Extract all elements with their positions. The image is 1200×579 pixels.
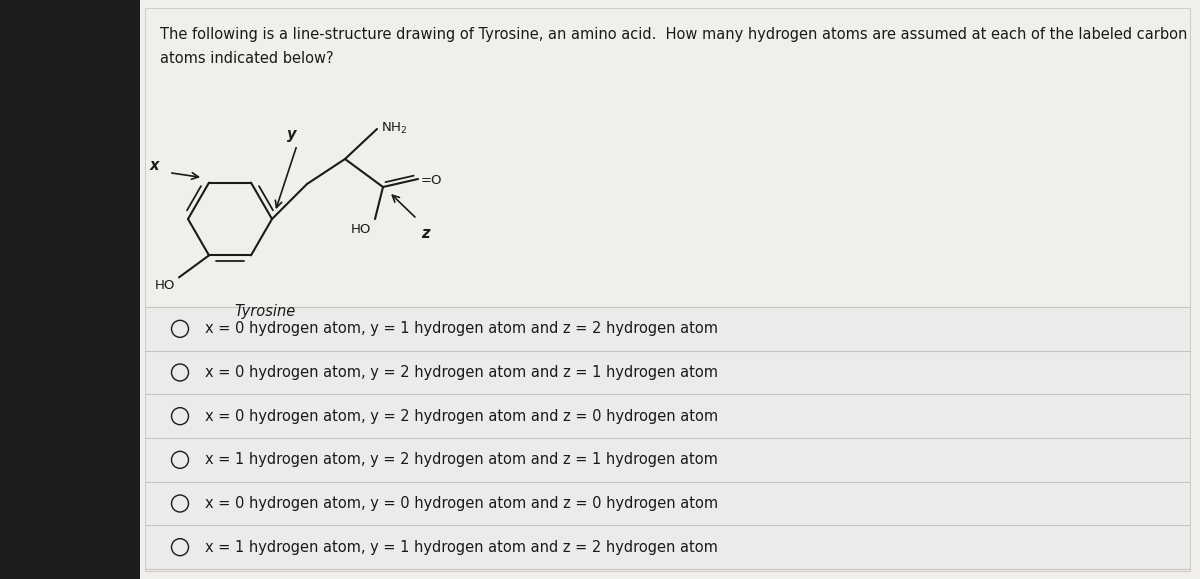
Text: The following is a line-structure drawing of Tyrosine, an amino acid.  How many : The following is a line-structure drawin… [160, 27, 1187, 42]
Text: x = 1 hydrogen atom, y = 2 hydrogen atom and z = 1 hydrogen atom: x = 1 hydrogen atom, y = 2 hydrogen atom… [205, 452, 718, 467]
Text: HO: HO [155, 280, 175, 292]
Bar [0, 0, 140, 579]
Bar [145, 8, 1190, 571]
Text: y: y [287, 126, 296, 141]
Text: x: x [149, 158, 158, 173]
Text: x = 1 hydrogen atom, y = 1 hydrogen atom and z = 2 hydrogen atom: x = 1 hydrogen atom, y = 1 hydrogen atom… [205, 540, 718, 555]
Text: x = 0 hydrogen atom, y = 1 hydrogen atom and z = 2 hydrogen atom: x = 0 hydrogen atom, y = 1 hydrogen atom… [205, 321, 718, 336]
Text: HO: HO [350, 223, 371, 236]
Text: x = 0 hydrogen atom, y = 0 hydrogen atom and z = 0 hydrogen atom: x = 0 hydrogen atom, y = 0 hydrogen atom… [205, 496, 718, 511]
Bar [145, 307, 1190, 569]
Text: atoms indicated below?: atoms indicated below? [160, 51, 334, 66]
Text: x = 0 hydrogen atom, y = 2 hydrogen atom and z = 1 hydrogen atom: x = 0 hydrogen atom, y = 2 hydrogen atom… [205, 365, 718, 380]
Bar [140, 0, 1200, 579]
Text: Tyrosine: Tyrosine [234, 304, 295, 319]
Text: =O: =O [421, 174, 443, 186]
Text: NH$_2$: NH$_2$ [380, 120, 408, 135]
Text: x = 0 hydrogen atom, y = 2 hydrogen atom and z = 0 hydrogen atom: x = 0 hydrogen atom, y = 2 hydrogen atom… [205, 409, 718, 424]
Text: z: z [421, 226, 430, 241]
